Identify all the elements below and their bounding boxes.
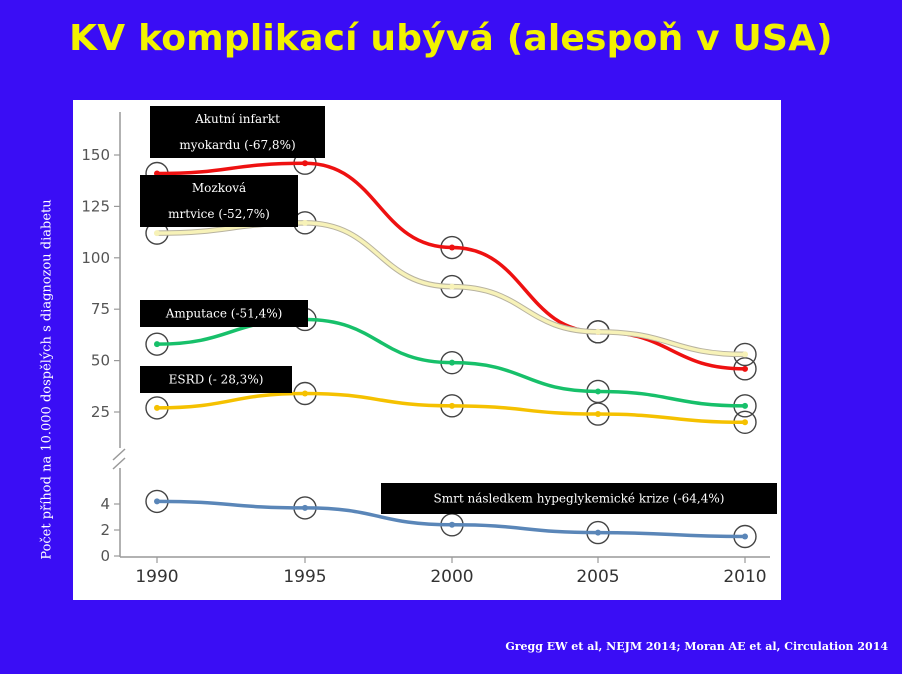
y-tick-label: 75 — [91, 300, 110, 318]
series-label-text: Smrt následkem hypeglykemické krize (-64… — [434, 492, 725, 506]
x-tick-label: 1990 — [135, 567, 178, 587]
axis-break-mark — [112, 448, 126, 461]
y-tick-label: 4 — [100, 495, 110, 513]
data-point-dot — [595, 529, 601, 536]
data-point-dot — [302, 390, 308, 397]
data-point-dot — [154, 404, 160, 411]
data-point-dot — [449, 359, 455, 366]
series-label-text: myokardu (-67,8%) — [179, 138, 295, 152]
y-tick-label: 100 — [81, 249, 110, 267]
data-point-dot — [742, 365, 748, 372]
series-label-box — [150, 106, 325, 158]
data-point-dot — [302, 219, 308, 226]
data-point-dot — [449, 402, 455, 409]
data-point-dot — [742, 533, 748, 540]
x-tick-label: 2000 — [430, 567, 473, 587]
series-label-box — [140, 300, 308, 327]
data-point-dot — [595, 328, 601, 335]
data-point-dot — [595, 411, 601, 418]
y-axis-label: Počet příhod na 10.000 dospělých s diagn… — [39, 199, 55, 560]
series-label-text: Akutní infarkt — [194, 112, 280, 126]
y-tick-label: 50 — [91, 352, 110, 370]
data-point-dot — [742, 351, 748, 358]
data-point-dot — [154, 341, 160, 348]
axes: 25 50 75 100 125 150 0 2 4 1990 1995 2000 2005 2010 — [81, 112, 770, 587]
slide-title: KV komplikací ubývá (alespoň v USA) — [69, 18, 833, 59]
y-tick-label: 2 — [100, 521, 110, 539]
y-tick-label: 25 — [91, 403, 110, 421]
data-point-dot — [742, 402, 748, 409]
x-tick-label: 2005 — [576, 567, 619, 587]
data-point-dot — [154, 498, 160, 505]
data-point-dot — [302, 160, 308, 167]
series-labels: Akutní infarkt myokardu (-67,8%) Mozková mr… — [140, 106, 777, 514]
series-label-text: Amputace (-51,4%) — [165, 307, 283, 321]
data-point-dot — [595, 388, 601, 395]
data-point-dot — [449, 283, 455, 290]
x-tick-label: 2010 — [723, 567, 766, 587]
x-tick-label: 1995 — [283, 567, 326, 587]
data-point-dot — [302, 504, 308, 511]
data-point-dot — [449, 521, 455, 528]
series-label-text: Mozková — [192, 181, 246, 195]
axis-break-mark — [112, 457, 126, 470]
y-tick-label: 150 — [81, 146, 110, 164]
data-point-dot — [449, 244, 455, 251]
series-label-box — [381, 483, 777, 514]
series-label-box — [140, 175, 298, 227]
data-point-dot — [154, 230, 160, 237]
y-tick-label: 125 — [81, 197, 110, 215]
series-label-text: ESRD (- 28,3%) — [169, 373, 264, 387]
y-tick-label: 0 — [100, 547, 110, 565]
series-label-box — [140, 366, 292, 393]
citation: Gregg EW et al, NEJM 2014; Moran AE et a… — [505, 640, 888, 653]
series-label-text: mrtvice (-52,7%) — [168, 207, 270, 221]
data-point-dot — [742, 419, 748, 426]
